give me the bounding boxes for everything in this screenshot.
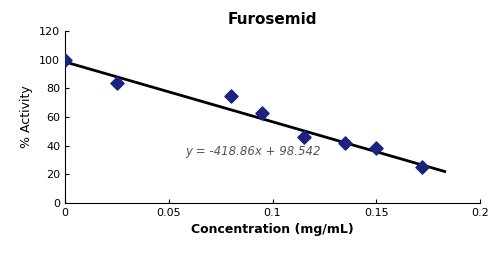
Point	[418, 165, 426, 169]
Point	[300, 135, 308, 139]
Point	[258, 111, 266, 115]
Point	[61, 58, 69, 62]
Point	[227, 93, 235, 98]
Point	[372, 146, 380, 151]
Point	[341, 141, 349, 145]
Y-axis label: % Activity: % Activity	[20, 86, 34, 148]
Text: y = -418.86x + 98.542: y = -418.86x + 98.542	[186, 145, 321, 158]
Point	[113, 81, 121, 85]
Title: Furosemid: Furosemid	[228, 12, 318, 27]
X-axis label: Concentration (mg/mL): Concentration (mg/mL)	[191, 223, 354, 236]
